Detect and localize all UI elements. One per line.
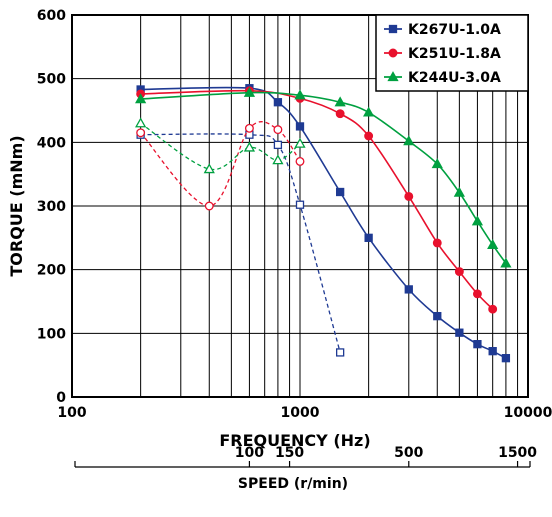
series-layer — [135, 84, 512, 363]
y-tick-label: 200 — [37, 263, 66, 279]
data-point-solid — [335, 109, 345, 119]
y-tick-label: 400 — [37, 135, 66, 151]
y-axis-label: TORQUE (mNm) — [7, 135, 26, 276]
data-point-solid — [335, 187, 345, 197]
series-dashed-line — [140, 133, 341, 353]
series-1 — [136, 84, 511, 363]
data-point-solid — [453, 186, 465, 197]
data-point-solid — [488, 347, 497, 356]
data-point-solid — [404, 191, 414, 201]
data-point-solid — [433, 311, 442, 321]
series-3 — [135, 86, 512, 268]
data-point-dashed — [136, 128, 146, 138]
legend: K267U-1.0A K251U-1.8A K244U-3.0A — [375, 14, 529, 92]
y-tick-label: 100 — [37, 326, 66, 342]
data-point-solid — [403, 135, 415, 146]
data-point-solid — [472, 289, 482, 299]
data-point-solid — [501, 354, 511, 363]
data-point-solid — [294, 89, 306, 100]
speed-axis: 100 150 500 1500 — [74, 445, 537, 468]
series-solid-line — [140, 91, 507, 264]
x-tick-label: 10000 — [504, 405, 552, 421]
data-point-dashed — [273, 140, 283, 150]
data-point-solid — [135, 93, 147, 104]
data-point-solid — [454, 267, 464, 277]
legend-marker — [388, 48, 398, 58]
data-point-dashed — [335, 348, 345, 357]
y-tick-label: 600 — [37, 8, 66, 24]
series-solid-line — [140, 86, 507, 359]
series-dashed-line — [140, 122, 301, 171]
speed-tick-label: 1500 — [498, 445, 537, 461]
speed-axis-label: SPEED (r/min) — [238, 476, 348, 492]
legend-label: K267U-1.0A — [408, 22, 501, 38]
data-point-solid — [273, 98, 283, 107]
series-2 — [136, 86, 498, 314]
data-point-solid — [364, 131, 374, 141]
legend-item: K251U-1.8A — [384, 46, 501, 62]
data-point-solid — [363, 106, 375, 117]
data-point-dashed — [243, 141, 256, 152]
speed-tick-label: 100 — [235, 445, 264, 461]
y-tick-label: 500 — [37, 72, 66, 88]
x-tick-label: 1000 — [281, 405, 320, 421]
legend-marker — [388, 24, 398, 34]
legend-label: K244U-3.0A — [408, 70, 501, 86]
data-point-solid — [487, 239, 499, 249]
data-point-solid — [500, 257, 512, 268]
speed-tick-label: 500 — [394, 445, 423, 461]
legend-item: K244U-3.0A — [384, 70, 501, 86]
series-solid-line — [140, 89, 494, 310]
data-point-dashed — [294, 137, 306, 148]
data-point-solid — [364, 233, 373, 242]
data-point-dashed — [203, 163, 215, 174]
data-point-dashed — [295, 156, 305, 166]
legend-item: K267U-1.0A — [384, 22, 501, 38]
speed-tick-label: 150 — [275, 445, 304, 461]
data-point-solid — [471, 215, 484, 226]
data-point-dashed — [135, 117, 147, 128]
data-point-solid — [431, 158, 443, 169]
data-point-solid — [295, 122, 305, 131]
y-tick-label: 0 — [56, 390, 66, 406]
data-point-dashed — [272, 154, 284, 165]
data-point-solid — [404, 285, 413, 294]
data-point-dashed — [204, 201, 214, 211]
legend-marker — [387, 71, 399, 82]
data-point-solid — [473, 340, 482, 349]
data-point-dashed — [295, 200, 305, 209]
data-point-solid — [432, 238, 442, 248]
plot-frame — [71, 14, 529, 398]
data-point-dashed — [273, 125, 283, 135]
x-tick-label: 100 — [57, 405, 86, 421]
y-tick-label: 300 — [37, 199, 66, 215]
legend-label: K251U-1.8A — [408, 46, 501, 62]
series-dashed-line — [140, 121, 301, 207]
data-point-solid — [334, 96, 346, 107]
x-axis-label: FREQUENCY (Hz) — [219, 431, 370, 450]
data-point-solid — [455, 328, 464, 337]
data-point-dashed — [244, 123, 254, 133]
data-point-solid — [243, 86, 256, 97]
data-point-solid — [488, 304, 498, 314]
